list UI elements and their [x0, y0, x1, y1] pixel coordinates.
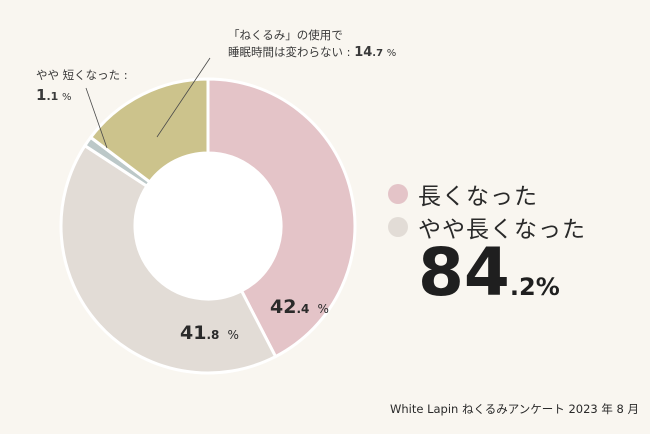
callout-slightly-shorter-label: やや 短くなった : — [36, 68, 128, 82]
legend-item-slightly-longer: やや長くなった — [388, 210, 586, 244]
callout-no-change-value-decimal: .7 — [372, 48, 384, 59]
legend-swatch-slightly-longer — [388, 217, 408, 237]
slice-slightly-longer-unit: % — [227, 328, 239, 342]
callout-slightly-shorter-unit: % — [61, 92, 72, 103]
legend-swatch-longer — [388, 184, 408, 204]
slice-value-longer: 42.4 % — [270, 296, 329, 318]
slice-slightly-longer — [59, 143, 278, 375]
callout-slightly-shorter-value-decimal: .1 — [46, 90, 59, 103]
summary-total: 84.2% — [418, 234, 560, 311]
slice-longer-unit: % — [317, 302, 329, 316]
slice-longer — [206, 77, 357, 359]
callout-slightly-shorter-value-main: 1 — [36, 86, 47, 104]
callout-no-change-value-main: 14 — [354, 45, 373, 60]
slice-longer-value-decimal: .4 — [296, 302, 310, 316]
callout-no-change-line2: 睡眠時間は変わらない : — [228, 45, 351, 59]
slice-longer-value-main: 42 — [270, 296, 297, 318]
callout-no-change-line2-row: 睡眠時間は変わらない : 14.7 % — [228, 44, 396, 62]
legend-label-longer: 長くなった — [418, 184, 538, 210]
callout-leader-slightly-shorter — [85, 87, 108, 149]
slice-slightly-longer-value-main: 41 — [180, 322, 207, 344]
summary-total-main: 84 — [418, 234, 510, 311]
callout-slightly-shorter-value-row: 1.1 % — [36, 87, 128, 106]
slice-value-slightly-longer: 41.8 % — [180, 322, 239, 344]
donut-hole — [136, 154, 280, 298]
summary-total-unit: % — [535, 273, 560, 301]
legend-item-longer: 長くなった — [388, 177, 538, 211]
legend-label-slightly-longer: やや長くなった — [418, 217, 586, 243]
callout-no-change-unit: % — [386, 48, 397, 59]
callout-no-change: 「ねくるみ」の使用で 睡眠時間は変わらない : 14.7 % — [228, 27, 396, 62]
source-credit: White Lapin ねくるみアンケート 2023 年 8 月 — [390, 402, 640, 416]
slice-slightly-longer-value-decimal: .8 — [206, 328, 220, 342]
callout-no-change-line1: 「ねくるみ」の使用で — [228, 28, 343, 42]
callout-slightly-shorter: やや 短くなった : 1.1 % — [36, 67, 128, 106]
callout-leader-no-change — [156, 57, 211, 138]
summary-total-decimal: .2 — [509, 273, 536, 301]
